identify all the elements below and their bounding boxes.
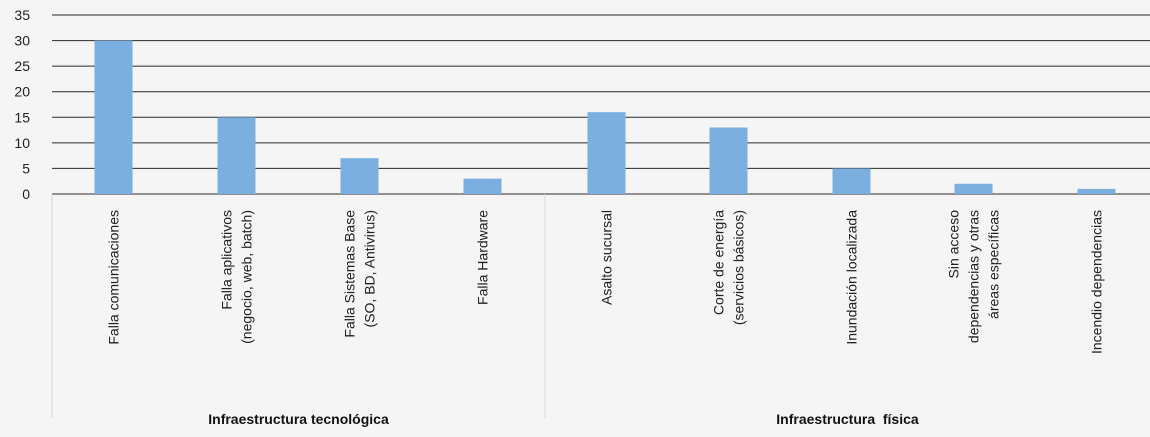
category-label: Incendio dependencias bbox=[1089, 210, 1105, 354]
category-label: (servicios básicos) bbox=[731, 210, 747, 325]
category-label: Inundación localizada bbox=[844, 210, 860, 345]
bar bbox=[463, 178, 502, 194]
y-tick-label: 30 bbox=[14, 33, 30, 49]
category-label: dependencias y otras bbox=[966, 210, 982, 343]
bar bbox=[832, 168, 871, 194]
y-tick-label: 10 bbox=[14, 135, 30, 151]
category-label: (negocio, web, batch) bbox=[239, 210, 255, 344]
bar bbox=[217, 117, 256, 194]
category-label: Asalto sucursal bbox=[599, 210, 615, 305]
bar bbox=[709, 127, 748, 194]
group-label: Infraestructura tecnológica bbox=[208, 411, 389, 427]
y-tick-label: 5 bbox=[22, 160, 30, 176]
category-label: Falla Hardware bbox=[475, 210, 491, 305]
category-label: Falla Sistemas Base bbox=[342, 210, 358, 338]
y-tick-label: 35 bbox=[14, 7, 30, 23]
category-label: Sin acceso bbox=[946, 210, 962, 279]
category-label: Falla aplicativos bbox=[219, 210, 235, 310]
y-tick-label: 25 bbox=[14, 58, 30, 74]
bar bbox=[587, 112, 626, 194]
bar bbox=[340, 158, 379, 194]
bar bbox=[954, 183, 993, 194]
category-label: (SO, BD, Antivirus) bbox=[362, 210, 378, 327]
category-label: áreas específicas bbox=[986, 210, 1002, 319]
category-label: Falla comunicaciones bbox=[106, 210, 122, 345]
y-tick-label: 20 bbox=[14, 84, 30, 100]
y-tick-label: 0 bbox=[22, 186, 30, 202]
bar bbox=[94, 40, 133, 195]
bar bbox=[1077, 188, 1116, 194]
group-label: Infraestructura física bbox=[776, 411, 919, 427]
category-label: Corte de energía bbox=[711, 210, 727, 315]
y-tick-label: 15 bbox=[14, 109, 30, 125]
